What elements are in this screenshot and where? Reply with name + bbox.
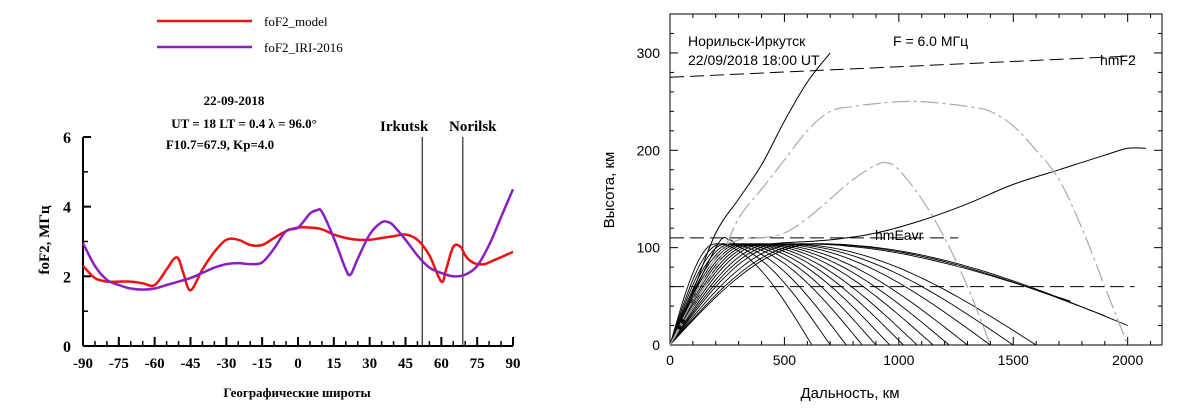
upper-ray-path [669, 100, 1129, 346]
ray-path [669, 243, 950, 346]
ray-path [669, 243, 847, 346]
left-x-tick-label: 15 [326, 356, 341, 372]
left-x-tick-label: -30 [216, 356, 236, 372]
series-line-foF2-model [82, 226, 514, 292]
annotation-indices: F10.7=67.9, Kp=4.0 [166, 137, 274, 152]
ray-path [669, 243, 813, 346]
left-x-tick-label: -45 [181, 356, 201, 372]
left-chart: foF2_model foF2_IRI-2016 22-09-2018 UT =… [37, 14, 521, 400]
right-y-tick-label: 0 [652, 337, 660, 353]
upper-ray-path [669, 52, 831, 346]
left-x-tick-label: -15 [252, 356, 272, 372]
annotation-date: 22-09-2018 [204, 93, 265, 108]
right-y-tick-label: 300 [637, 45, 661, 61]
ray-path [669, 243, 891, 346]
ray-path [669, 243, 968, 346]
left-legend: foF2_model foF2_IRI-2016 [157, 14, 343, 55]
right-x-tick-label: 0 [666, 352, 674, 368]
left-axes: -90 -75 -60 -45 -30 -15 0 15 30 45 60 75 90 0 2 4 6 [63, 130, 521, 372]
right-x-tick-label: 1000 [883, 352, 914, 368]
right-y-axis-label: Высота, км [601, 152, 618, 229]
left-y-tick-label: 2 [63, 269, 71, 286]
ray-path [669, 243, 934, 346]
legend-label-model: foF2_model [264, 14, 328, 29]
right-chart: 0 500 1000 1500 2000 0 100 200 300 Норильск-Ирку… [601, 13, 1163, 402]
ray-path [669, 243, 1128, 346]
marker-label-norilsk: Norilsk [449, 119, 497, 135]
right-title-path: Норильск-Иркутск [688, 33, 806, 49]
label-hmeavr: hmEavr [875, 227, 924, 243]
left-plot-area [81, 137, 515, 346]
upper-ray-path [669, 147, 1147, 346]
left-x-tick-label: -90 [73, 356, 93, 372]
right-plot-frame [669, 13, 1163, 346]
label-hmf2: hmF2 [1100, 52, 1136, 68]
left-x-tick-label: -75 [109, 356, 129, 372]
ray-path [669, 243, 991, 346]
right-x-tick-label: 500 [773, 352, 797, 368]
right-x-axis-label: Дальность, км [800, 385, 899, 402]
dashed-level-line-hmf2 [669, 55, 1135, 78]
ray-path [669, 243, 877, 346]
left-x-tick-label: 90 [506, 356, 521, 372]
annotation-time: UT = 18 LT = 0.4 λ = 96.0° [171, 116, 317, 131]
ray-path [669, 243, 1105, 346]
ray-path [669, 243, 1037, 346]
legend-label-iri: foF2_IRI-2016 [264, 40, 343, 55]
right-x-tick-label: 1500 [998, 352, 1029, 368]
ray-path [669, 243, 1014, 346]
left-y-tick-label: 6 [63, 130, 71, 147]
right-y-tick-label: 200 [637, 142, 661, 158]
series-line-foF2-iri [81, 188, 515, 291]
left-x-tick-label: 60 [434, 356, 449, 372]
left-x-tick-label: 30 [362, 356, 377, 372]
ray-path [669, 243, 863, 346]
right-plot-area [669, 52, 1147, 346]
upper-ray-path [669, 161, 991, 346]
right-axes: 0 500 1000 1500 2000 0 100 200 300 [637, 13, 1163, 368]
left-y-tick-label: 0 [63, 339, 71, 356]
left-y-axis-label: foF2, МГц [37, 205, 53, 274]
right-title-frequency: F = 6.0 МГц [893, 33, 968, 49]
ray-path [669, 243, 904, 346]
right-y-tick-label: 100 [637, 240, 661, 256]
left-x-tick-label: 45 [398, 356, 413, 372]
left-x-tick-label: -60 [145, 356, 165, 372]
left-x-axis-label: Географические широты [223, 385, 370, 400]
left-y-tick-label: 4 [63, 200, 71, 217]
left-x-tick-label: 0 [294, 356, 302, 372]
left-annotation: 22-09-2018 UT = 18 LT = 0.4 λ = 96.0° F1… [166, 93, 497, 152]
right-x-tick-label: 2000 [1112, 352, 1143, 368]
ray-path [669, 243, 918, 346]
left-x-tick-label: 75 [470, 356, 485, 372]
ray-path [669, 243, 1071, 346]
marker-label-irkutsk: Irkutsk [380, 119, 429, 135]
right-title-date: 22/09/2018 18:00 UT [688, 52, 820, 68]
